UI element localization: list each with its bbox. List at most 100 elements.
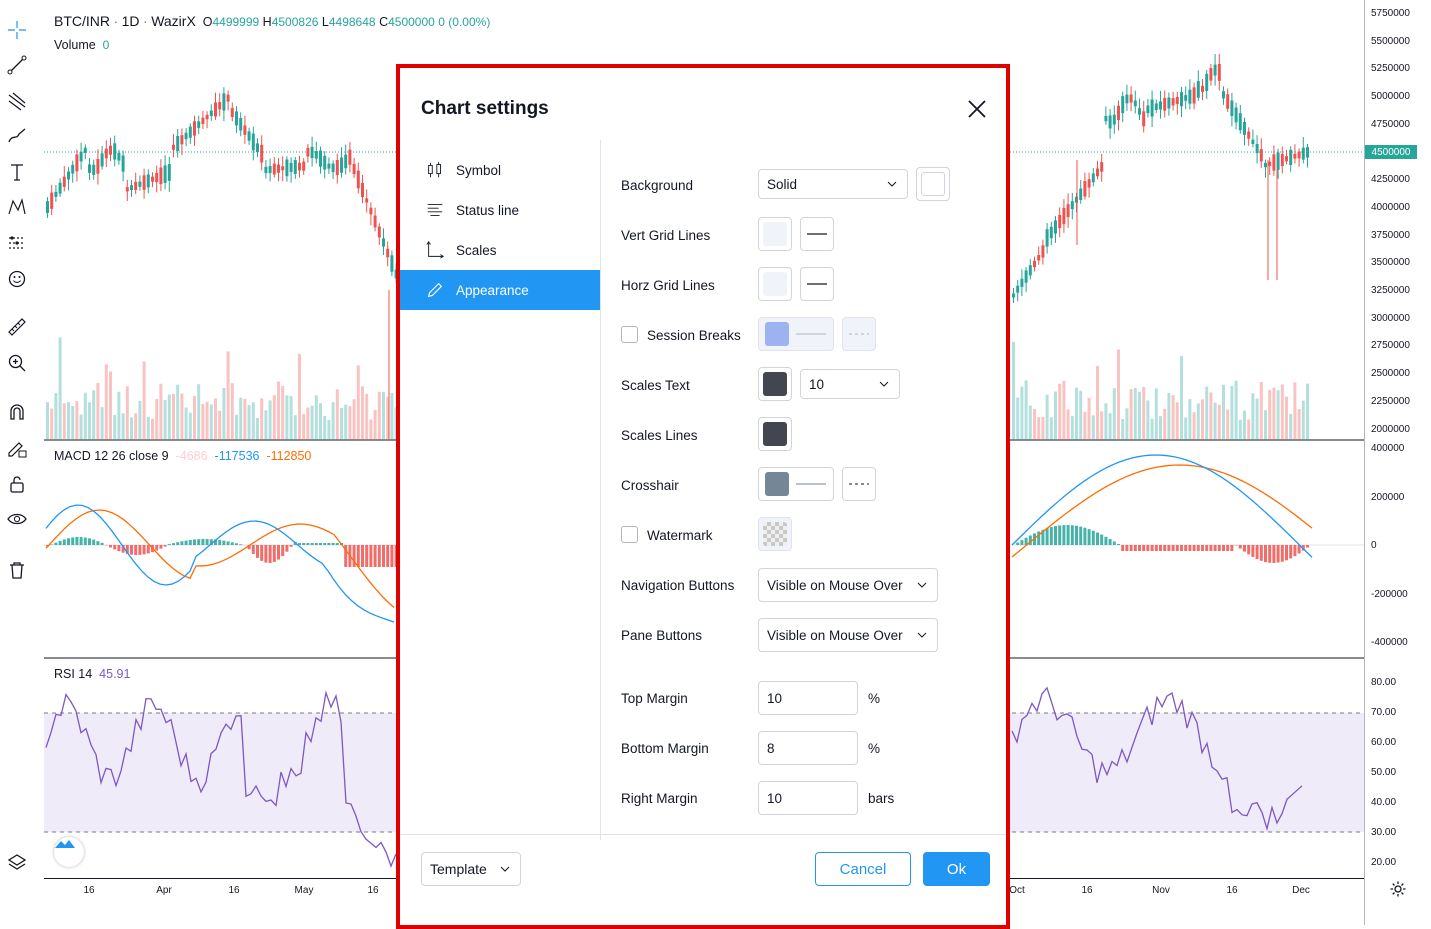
pane-buttons-select[interactable]: Visible on Mouse Over	[758, 618, 938, 652]
volume-bar	[323, 416, 326, 440]
macd-histogram-bar	[327, 543, 330, 545]
candle	[117, 153, 120, 161]
candle	[206, 115, 209, 119]
volume-bar	[1037, 417, 1040, 440]
ruler-icon[interactable]	[3, 313, 31, 341]
vert-grid-line-style-button[interactable]	[800, 217, 834, 251]
ok-button[interactable]: Ok	[923, 852, 990, 886]
rsi-tick: 60.00	[1371, 737, 1396, 748]
volume-bar	[1167, 393, 1170, 440]
drawing-toolbar	[0, 0, 34, 925]
horz-grid-color-button[interactable]	[758, 267, 792, 301]
background-color-button[interactable]	[916, 167, 950, 201]
settings-gear-icon[interactable]	[1389, 880, 1407, 898]
nav-item-scales[interactable]: Scales	[400, 230, 600, 270]
session-breaks-line-style-button[interactable]	[842, 317, 876, 351]
candle	[256, 143, 259, 152]
tradingview-logo[interactable]	[54, 837, 84, 867]
volume-bar	[206, 402, 209, 440]
solid-line-icon	[806, 282, 828, 286]
candle	[302, 162, 305, 171]
candle	[1209, 68, 1212, 81]
symbol-name[interactable]: BTC/INR	[54, 13, 110, 29]
scales-lines-color-button[interactable]	[758, 417, 792, 451]
candle	[336, 160, 339, 175]
candle	[50, 193, 53, 209]
horz-grid-line-style-button[interactable]	[800, 267, 834, 301]
macd-histogram-bar	[138, 545, 141, 555]
macd-histogram-bar	[1050, 527, 1053, 545]
text-icon[interactable]	[3, 158, 31, 186]
lock-icon[interactable]	[3, 470, 31, 498]
eye-icon[interactable]	[3, 505, 31, 533]
background-select[interactable]: Solid	[758, 169, 908, 199]
close-icon[interactable]	[966, 98, 988, 120]
template-dropdown[interactable]: Template	[421, 852, 521, 886]
macd-histogram-bar	[1163, 545, 1166, 551]
right-margin-input[interactable]: 10	[758, 781, 858, 815]
crosshair-icon[interactable]	[3, 16, 31, 44]
nav-item-symbol[interactable]: Symbol	[400, 150, 600, 190]
candle	[1041, 245, 1044, 257]
volume-bar	[71, 406, 74, 440]
lock-drawing-icon[interactable]	[3, 434, 31, 462]
magnet-icon[interactable]	[3, 398, 31, 426]
cancel-button[interactable]: Cancel	[815, 852, 911, 886]
macd-histogram-bar	[1285, 545, 1288, 560]
macd-histogram-bar	[311, 543, 314, 545]
macd-histogram-bar	[302, 543, 305, 545]
top-margin-label: Top Margin	[621, 691, 688, 706]
navigation-buttons-select[interactable]: Visible on Mouse Over	[758, 568, 938, 602]
watermark-color-button[interactable]	[758, 517, 792, 551]
emoji-icon[interactable]	[3, 265, 31, 293]
session-breaks-color-button[interactable]	[758, 317, 834, 351]
vert-grid-color-button[interactable]	[758, 217, 792, 251]
candle	[210, 111, 213, 116]
template-label: Template	[430, 861, 487, 877]
macd-histogram-bar	[1268, 545, 1271, 563]
bottom-margin-input[interactable]: 8	[758, 731, 858, 765]
crosshair-line-style-button[interactable]	[842, 467, 876, 501]
volume-bar	[336, 389, 339, 440]
session-breaks-checkbox[interactable]	[621, 326, 638, 343]
brush-icon[interactable]	[3, 122, 31, 150]
volume-bar	[315, 395, 318, 440]
macd-histogram-bar	[1117, 544, 1120, 545]
volume-bar	[1302, 401, 1305, 440]
macd-histogram-bar	[1176, 545, 1179, 551]
crosshair-color-button[interactable]	[758, 467, 834, 501]
volume-bar	[311, 406, 314, 440]
candle	[231, 108, 234, 117]
watermark-checkbox[interactable]	[621, 526, 638, 543]
price-tick: 2250000	[1371, 396, 1410, 407]
scales-text-size-select[interactable]: 10	[800, 369, 900, 399]
candle	[46, 201, 49, 213]
macd-histogram-bar	[1201, 545, 1204, 551]
macd-histogram-bar	[1083, 528, 1086, 545]
nav-item-status-line[interactable]: Status line	[400, 190, 600, 230]
candle	[147, 174, 150, 187]
trash-icon[interactable]	[3, 556, 31, 584]
top-margin-input[interactable]: 10	[758, 681, 858, 715]
pitchfork-icon[interactable]	[3, 87, 31, 115]
volume-bar	[1159, 416, 1162, 440]
trendline-icon[interactable]	[3, 51, 31, 79]
volume-bar	[327, 420, 330, 440]
watermark-label: Watermark	[647, 528, 713, 543]
candle	[1025, 270, 1028, 282]
prediction-icon[interactable]	[3, 229, 31, 257]
pattern-icon[interactable]	[3, 193, 31, 221]
macd-histogram-bar	[67, 538, 70, 545]
scales-text-color-button[interactable]	[758, 367, 792, 401]
volume-bar	[197, 384, 200, 440]
candle	[1083, 181, 1086, 196]
chevron-down-icon	[887, 179, 897, 189]
macd-hist-value: -4686	[176, 449, 208, 463]
nav-item-appearance[interactable]: Appearance	[400, 270, 600, 310]
layers-icon[interactable]	[3, 848, 31, 876]
macd-histogram-bar	[1272, 545, 1275, 563]
price-tick: 2750000	[1371, 340, 1410, 351]
zoom-in-icon[interactable]	[3, 349, 31, 377]
volume-bar	[218, 411, 221, 440]
